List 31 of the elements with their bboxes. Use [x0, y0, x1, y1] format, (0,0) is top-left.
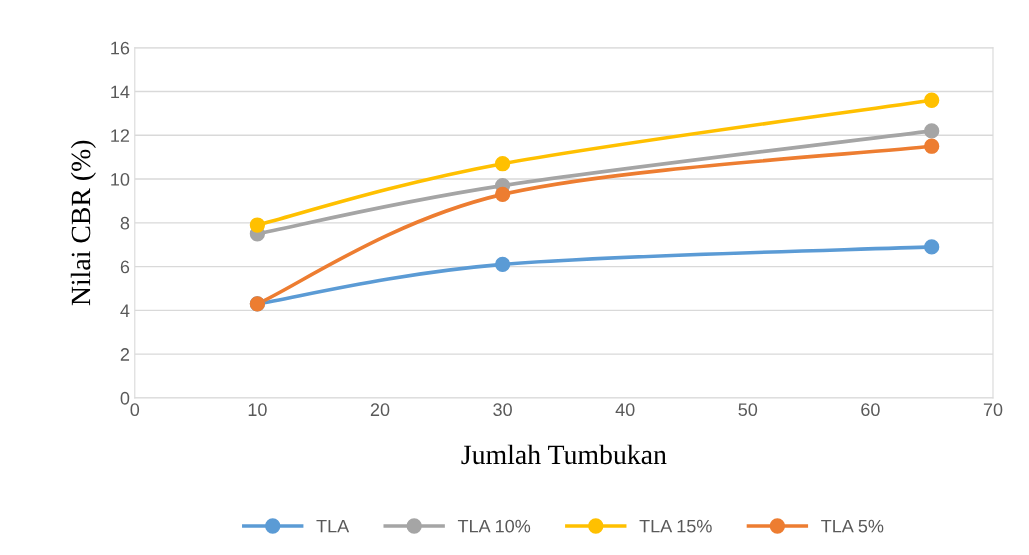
y-tick-label: 6: [120, 260, 130, 274]
point: [249, 217, 266, 233]
point: [924, 239, 940, 255]
x-tick-label: 0: [130, 403, 140, 417]
y-tick-label: 4: [120, 304, 130, 317]
legend-label: TLA 5%: [821, 519, 884, 533]
point: [494, 156, 511, 172]
x-tick-label: 40: [615, 403, 635, 417]
legend-label: TLA 10%: [457, 519, 531, 533]
x-tick-label: 20: [370, 403, 390, 417]
x-tick-label: 50: [738, 403, 758, 417]
y-tick-label: 14: [111, 85, 130, 99]
legend-label: TLA 15%: [639, 519, 712, 533]
y-tick-label: 10: [111, 172, 130, 186]
x-tick-label: 60: [861, 403, 880, 417]
y-tick-label: 0: [120, 391, 130, 405]
x-tick-label: 70: [983, 403, 1003, 417]
y-tick-label: 16: [111, 41, 130, 55]
legend-label: TLA: [316, 519, 350, 533]
x-tick-label: 10: [248, 403, 267, 417]
y-tick-label: 2: [120, 348, 130, 361]
y-axis-title: Nilai CBR (%): [70, 140, 96, 306]
point: [494, 256, 511, 273]
point: [924, 138, 940, 154]
x-tick-label: 30: [493, 403, 512, 417]
x-axis-title: Jumlah Tumbukan: [461, 444, 667, 465]
y-tick-label: 8: [120, 216, 130, 230]
point: [924, 123, 940, 139]
point: [924, 92, 940, 108]
y-tick-label: 12: [111, 129, 130, 142]
point: [494, 186, 511, 203]
